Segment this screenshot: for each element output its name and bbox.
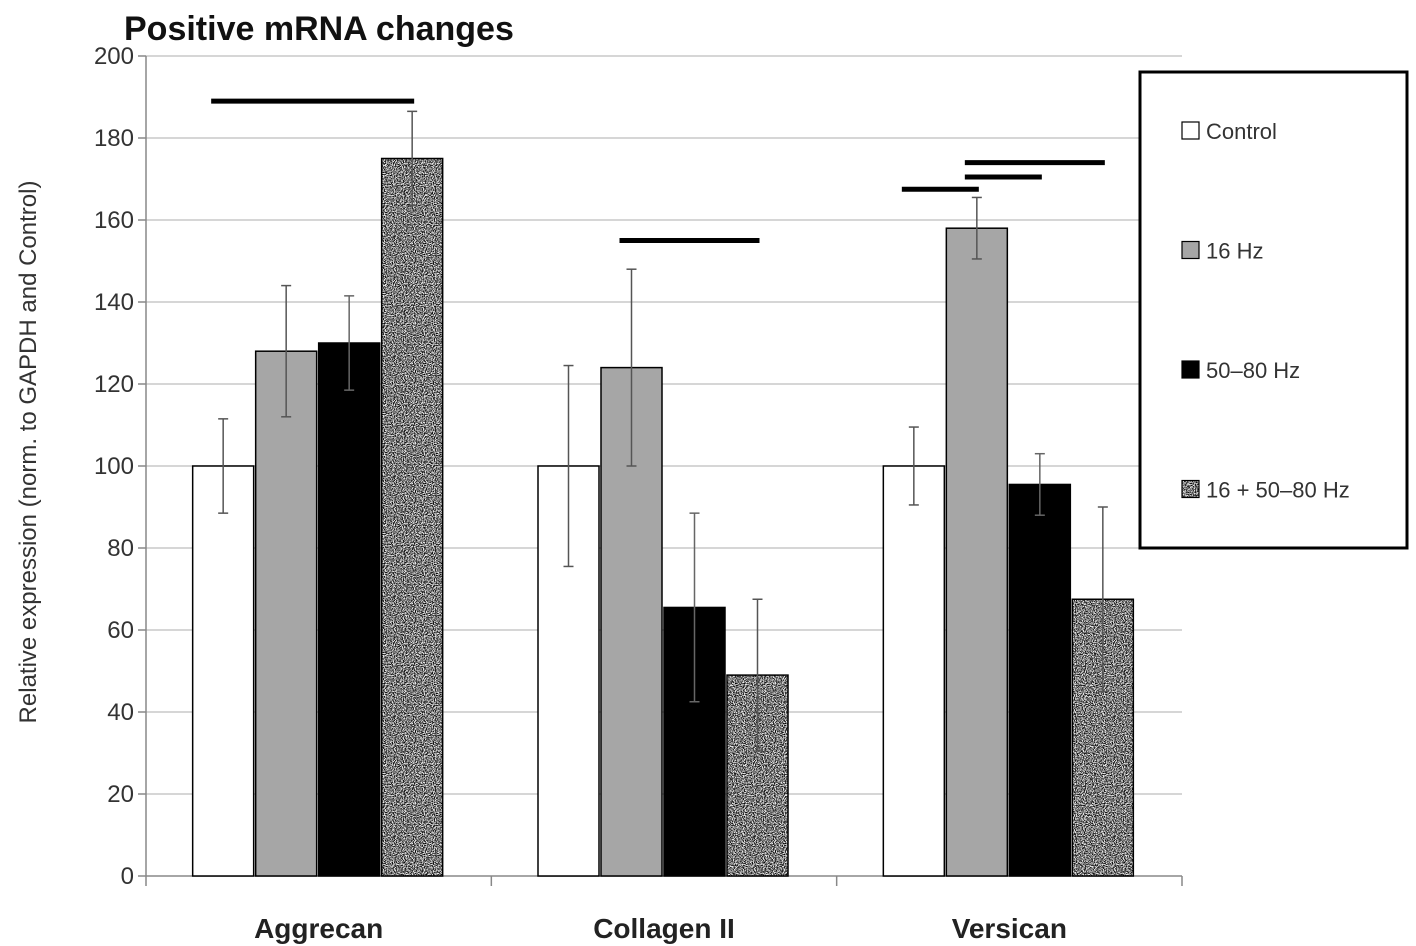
significance-bars (211, 98, 1105, 243)
legend-swatch (1181, 479, 1200, 499)
bar (945, 227, 1009, 877)
legend-swatch (1181, 240, 1200, 260)
legend-label: Control (1206, 119, 1277, 144)
y-tick-label: 40 (107, 699, 134, 726)
y-tick-label: 80 (107, 535, 134, 562)
bar (380, 157, 444, 877)
y-tick-label: 60 (107, 617, 134, 644)
x-category-label: Collagen II (593, 913, 735, 944)
y-tick-label: 140 (94, 289, 134, 316)
bar (191, 465, 255, 877)
legend-swatch (1181, 121, 1200, 140)
y-tick-label: 160 (94, 207, 134, 234)
x-category-label: Versican (952, 913, 1067, 944)
legend-label: 50–80 Hz (1206, 358, 1300, 383)
legend: Control 16 Hz 50–80 Hz 16 + 50–80 Hz (1138, 70, 1409, 550)
x-category-label: Aggrecan (254, 913, 383, 944)
bar (254, 350, 318, 877)
bars (191, 157, 1135, 877)
axes: 0 20 40 60 80 100 120 140 160 180 200 Aggrecan Colla… (94, 43, 1183, 944)
legend-box (1138, 70, 1409, 550)
legend-label: 16 Hz (1206, 239, 1263, 264)
bar (317, 342, 381, 877)
y-tick-label: 0 (121, 863, 134, 890)
y-tick-label: 180 (94, 125, 134, 152)
chart-title: Positive mRNA changes (124, 10, 514, 48)
legend-swatch (1181, 360, 1200, 379)
y-axis-title: Relative expression (norm. to GAPDH and … (15, 181, 42, 724)
legend-label: 16 + 50–80 Hz (1206, 478, 1350, 503)
bar (1008, 483, 1072, 877)
y-tick-label: 100 (94, 453, 134, 480)
y-tick-label: 200 (94, 43, 134, 70)
bar (882, 465, 946, 877)
y-tick-label: 120 (94, 371, 134, 398)
y-tick-label: 20 (107, 781, 134, 808)
error-bars (218, 110, 1108, 752)
